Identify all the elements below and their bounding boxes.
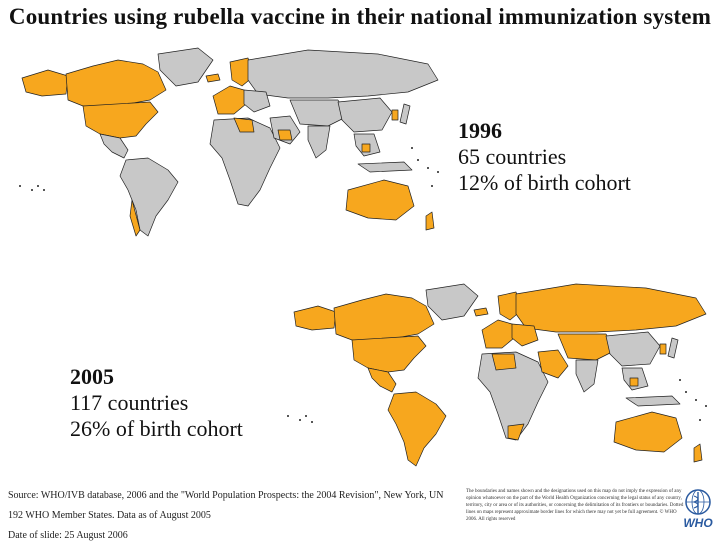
malaysia bbox=[629, 377, 639, 387]
birth-cohort-share: 26% of birth cohort bbox=[70, 415, 243, 441]
central-asia bbox=[557, 333, 617, 361]
date-of-slide: Date of slide: 25 August 2006 bbox=[8, 530, 128, 541]
who-emblem-icon bbox=[684, 488, 712, 516]
canada bbox=[65, 59, 167, 107]
greenland bbox=[425, 283, 479, 321]
mexico bbox=[367, 367, 397, 393]
iceland bbox=[473, 307, 489, 317]
north-africa-part bbox=[491, 353, 517, 371]
south-africa bbox=[507, 423, 525, 441]
alaska bbox=[293, 305, 337, 331]
new-zealand bbox=[425, 211, 435, 231]
year-label: 2005 bbox=[70, 364, 114, 389]
mexico bbox=[99, 133, 129, 159]
eastern-europe bbox=[243, 89, 271, 113]
usa bbox=[351, 335, 427, 373]
india bbox=[575, 359, 599, 393]
africa bbox=[209, 117, 281, 207]
malaysia bbox=[361, 143, 371, 153]
map-disclaimer: The boundaries and names shown and the d… bbox=[466, 489, 684, 522]
who-logo-text: WHO bbox=[683, 516, 713, 530]
south-america bbox=[119, 157, 179, 237]
eastern-europe bbox=[511, 323, 539, 347]
chile bbox=[129, 199, 141, 237]
korea bbox=[391, 109, 399, 121]
china bbox=[337, 97, 393, 133]
western-europe bbox=[481, 319, 515, 349]
indonesia bbox=[625, 395, 681, 407]
australia bbox=[345, 179, 415, 221]
year-label: 1996 bbox=[458, 118, 502, 143]
countries-count: 65 countries bbox=[458, 143, 567, 169]
slide-title: Countries using rubella vaccine in their… bbox=[8, 4, 712, 29]
stats-2005: 2005 117 countries 26% of birth cohort bbox=[70, 364, 243, 442]
india bbox=[307, 125, 331, 159]
who-logo: WHO bbox=[678, 488, 718, 530]
new-zealand bbox=[693, 443, 703, 463]
member-states-line: 192 WHO Member States. Data as of August… bbox=[8, 510, 211, 521]
russia bbox=[247, 49, 439, 99]
russia bbox=[515, 283, 707, 333]
central-asia bbox=[289, 99, 349, 127]
usa bbox=[82, 101, 159, 139]
stats-1996: 1996 65 countries 12% of birth cohort bbox=[458, 118, 631, 196]
greenland bbox=[157, 47, 214, 87]
japan bbox=[667, 337, 679, 359]
source-line: Source: WHO/IVB database, 2006 and the "… bbox=[8, 490, 444, 501]
china bbox=[605, 331, 661, 367]
birth-cohort-share: 12% of birth cohort bbox=[458, 169, 631, 195]
australia bbox=[613, 411, 683, 453]
countries-count: 117 countries bbox=[70, 389, 189, 415]
world-map-1996 bbox=[8, 40, 453, 240]
korea bbox=[659, 343, 667, 355]
world-map-2005 bbox=[278, 280, 720, 470]
japan bbox=[399, 103, 411, 125]
indonesia bbox=[357, 161, 413, 173]
africa bbox=[477, 351, 549, 441]
middle-east bbox=[537, 349, 569, 379]
alaska bbox=[21, 69, 69, 97]
iceland bbox=[205, 73, 221, 83]
canada bbox=[333, 293, 435, 341]
western-europe bbox=[212, 85, 247, 115]
source-footer: Source: WHO/IVB database, 2006 and the "… bbox=[8, 486, 443, 546]
arabia-part bbox=[277, 129, 293, 141]
south-america bbox=[387, 391, 447, 467]
north-africa bbox=[233, 117, 255, 133]
